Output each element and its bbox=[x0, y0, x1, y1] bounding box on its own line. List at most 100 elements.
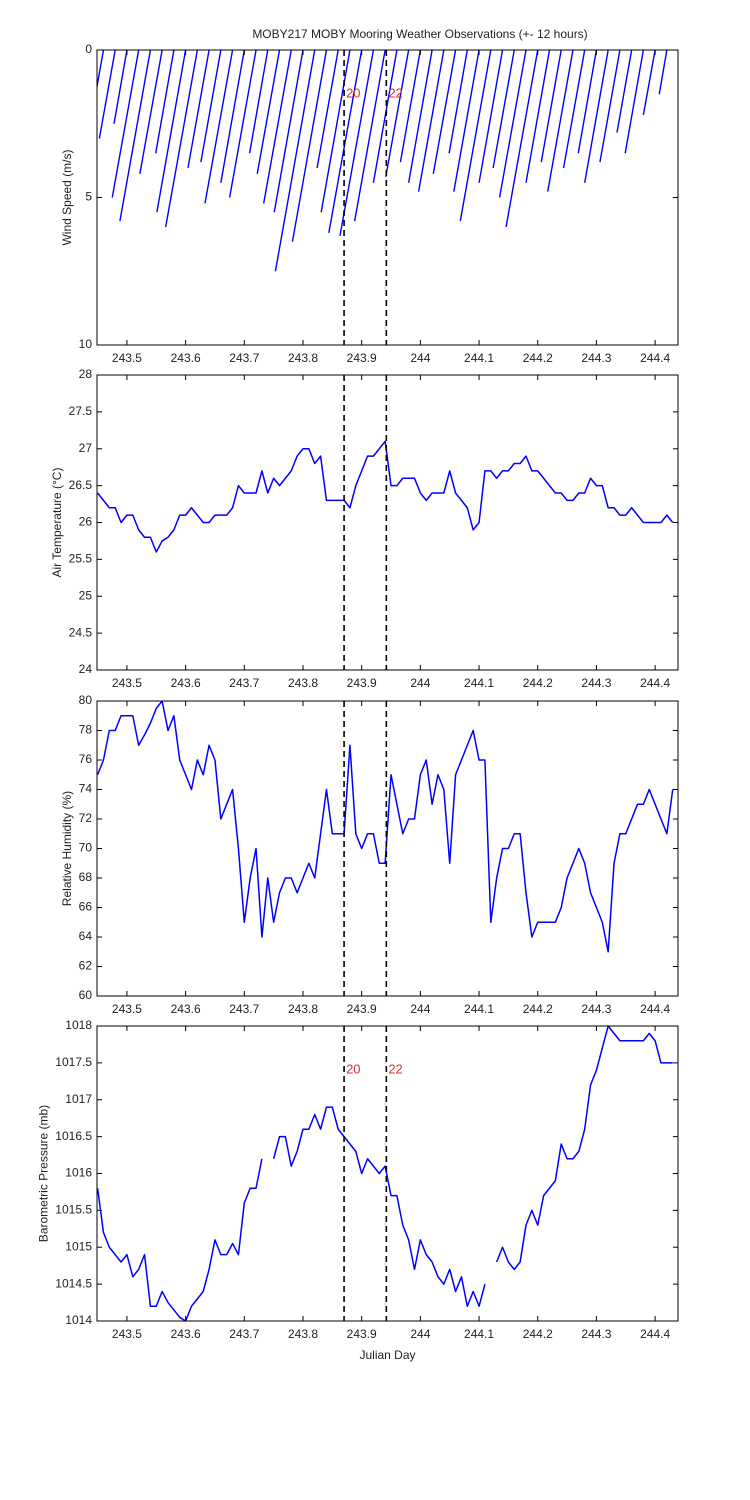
y-tick-label: 27.5 bbox=[69, 404, 93, 418]
x-tick-label: 244.3 bbox=[581, 1002, 611, 1016]
wind-stick bbox=[156, 50, 187, 213]
wind-stick bbox=[274, 50, 316, 272]
wind-stick bbox=[525, 50, 551, 183]
wind-stick bbox=[97, 50, 105, 91]
y-tick-label: 68 bbox=[79, 870, 93, 884]
axes-frame bbox=[96, 374, 679, 671]
wind-stick bbox=[547, 50, 574, 192]
annotation: 22 bbox=[388, 86, 402, 101]
wind-stick bbox=[407, 50, 433, 183]
wind-stick bbox=[262, 50, 292, 204]
wind-stick bbox=[291, 50, 328, 242]
x-tick-label: 244.1 bbox=[464, 1002, 494, 1016]
panel: 1014 1014.5 1015 1015.5 1016 1016.5 1017 1017.5… bbox=[36, 1018, 679, 1362]
y-tick-label: 25.5 bbox=[69, 552, 93, 566]
y-tick-label: 27 bbox=[79, 441, 93, 455]
y-tick-label: 26.5 bbox=[69, 478, 93, 492]
wind-stick bbox=[459, 50, 492, 222]
annotation: 20 bbox=[346, 86, 360, 101]
x-tick-label: 243.9 bbox=[347, 676, 377, 690]
wind-stick bbox=[505, 50, 539, 228]
x-tick-label: 244.2 bbox=[523, 1327, 553, 1341]
y-tick-label: 70 bbox=[79, 841, 93, 855]
plot-area bbox=[97, 50, 668, 272]
data-line bbox=[272, 1106, 486, 1307]
y-tick-label: 1015 bbox=[65, 1239, 92, 1253]
x-tick-label: 244 bbox=[410, 351, 430, 365]
y-axis-label: Relative Humidity (%) bbox=[60, 791, 74, 906]
panel: 0 5 10 243.5 243.6 243.7 243.8 243.9 244 244.1 244… bbox=[60, 27, 679, 365]
y-axis-label: Wind Speed (m/s) bbox=[60, 149, 74, 245]
axes-frame bbox=[96, 700, 679, 997]
x-tick-label: 243.6 bbox=[171, 1327, 201, 1341]
y-tick-label: 1016.5 bbox=[55, 1129, 92, 1143]
wind-stick bbox=[187, 50, 210, 169]
y-tick-label: 1014 bbox=[65, 1313, 92, 1327]
wind-stick bbox=[328, 50, 363, 234]
x-tick-label: 243.6 bbox=[171, 1002, 201, 1016]
x-tick-label: 244.3 bbox=[581, 676, 611, 690]
annotation: 20 bbox=[346, 1062, 360, 1077]
wind-stick bbox=[320, 50, 351, 213]
y-tick-label: 26 bbox=[79, 515, 93, 529]
x-tick-label: 243.7 bbox=[229, 676, 259, 690]
panel: 60 62 64 66 68 70 72 74 76 78 80 243.5 243.6 243.7 243… bbox=[60, 693, 679, 1016]
wind-stick bbox=[372, 50, 398, 183]
axes-frame bbox=[96, 1025, 679, 1322]
x-tick-label: 244.1 bbox=[464, 1327, 494, 1341]
x-tick-label: 244.4 bbox=[640, 351, 670, 365]
y-tick-label: 78 bbox=[79, 723, 93, 737]
wind-stick bbox=[616, 50, 633, 133]
wind-stick bbox=[113, 50, 128, 124]
y-tick-label: 24.5 bbox=[69, 625, 93, 639]
data-line bbox=[97, 1158, 263, 1321]
wind-stick bbox=[599, 50, 621, 163]
wind-stick bbox=[642, 50, 656, 116]
plot-area bbox=[97, 1026, 673, 1321]
x-tick-label: 243.7 bbox=[229, 351, 259, 365]
wind-stick bbox=[478, 50, 504, 183]
x-tick-label: 244.4 bbox=[640, 1327, 670, 1341]
wind-stick bbox=[583, 50, 609, 183]
wind-stick bbox=[204, 50, 234, 204]
plot-area bbox=[97, 701, 674, 953]
y-tick-label: 28 bbox=[79, 367, 93, 381]
wind-stick bbox=[119, 50, 152, 222]
wind-stick bbox=[562, 50, 586, 169]
data-line bbox=[495, 1026, 673, 1271]
y-tick-label: 1017.5 bbox=[55, 1055, 92, 1069]
y-tick-label: 1018 bbox=[65, 1018, 92, 1032]
wind-stick bbox=[353, 50, 386, 222]
x-tick-label: 243.8 bbox=[288, 676, 318, 690]
wind-stick bbox=[448, 50, 469, 154]
wind-stick bbox=[658, 50, 668, 95]
x-tick-label: 243.7 bbox=[229, 1002, 259, 1016]
wind-stick bbox=[200, 50, 222, 163]
wind-stick bbox=[256, 50, 281, 175]
x-tick-label: 243.6 bbox=[171, 351, 201, 365]
x-tick-label: 243.5 bbox=[112, 1002, 142, 1016]
x-tick-label: 244.2 bbox=[523, 1002, 553, 1016]
y-tick-label: 10 bbox=[79, 337, 93, 351]
wind-stick bbox=[339, 50, 375, 236]
y-tick-label: 24 bbox=[79, 662, 93, 676]
y-tick-label: 74 bbox=[79, 782, 93, 796]
wind-stick bbox=[154, 50, 175, 154]
x-tick-label: 243.8 bbox=[288, 1002, 318, 1016]
wind-stick bbox=[385, 50, 410, 177]
y-tick-label: 66 bbox=[79, 900, 93, 914]
plot-area bbox=[97, 440, 674, 553]
y-tick-label: 0 bbox=[85, 42, 92, 56]
wind-stick bbox=[220, 50, 245, 183]
wind-stick bbox=[399, 50, 422, 163]
data-line bbox=[97, 701, 674, 953]
x-tick-label: 243.9 bbox=[347, 1002, 377, 1016]
y-tick-label: 80 bbox=[79, 693, 93, 707]
x-tick-label: 244.1 bbox=[464, 351, 494, 365]
x-tick-label: 244.2 bbox=[523, 351, 553, 365]
x-tick-label: 243.5 bbox=[112, 351, 142, 365]
wind-stick bbox=[98, 50, 116, 139]
y-tick-label: 25 bbox=[79, 588, 93, 602]
